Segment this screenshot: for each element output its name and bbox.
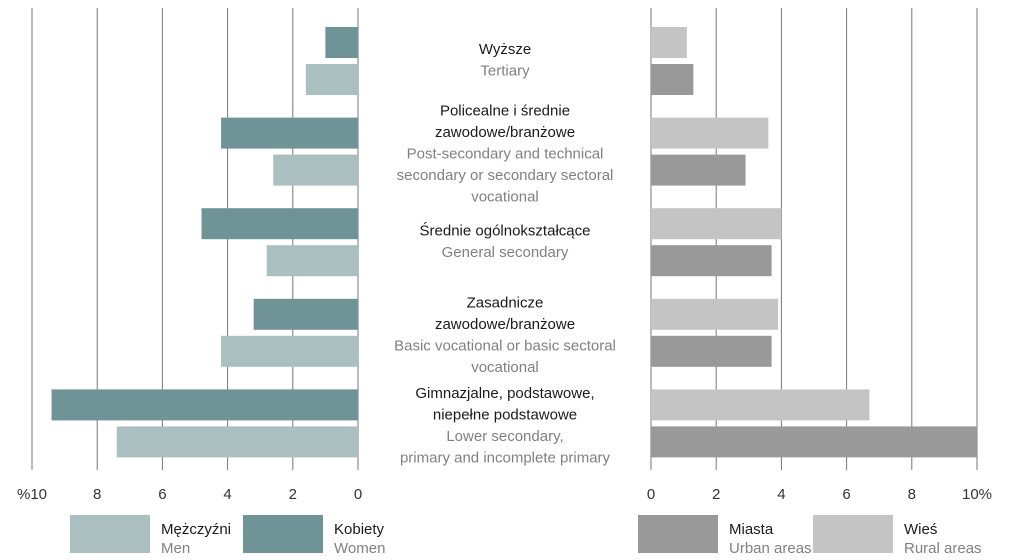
bar	[305, 64, 358, 95]
bar	[266, 245, 358, 277]
category-label-pl: Zasadnicze	[467, 295, 544, 312]
legend-label-en: Men	[161, 540, 190, 557]
category-label-en: vocational	[471, 359, 539, 376]
category-label-en: primary and incomplete primary	[400, 450, 611, 467]
x-tick-label: %10	[17, 486, 47, 503]
bar	[253, 298, 358, 330]
bar	[201, 208, 358, 240]
legend-label: Kobiety	[334, 521, 385, 538]
category-label-en: secondary or secondary sectoral	[397, 167, 614, 184]
bar	[273, 154, 358, 186]
bar	[651, 389, 870, 421]
category-label-pl: niepełne podstawowe	[433, 407, 577, 424]
legend-label-en: Rural areas	[904, 540, 982, 557]
bar	[221, 335, 358, 367]
bar	[116, 426, 358, 458]
x-tick-label: 0	[354, 486, 362, 503]
legend-swatch	[243, 515, 323, 553]
bar	[651, 298, 779, 330]
bar	[651, 117, 769, 149]
x-tick-label: 8	[93, 486, 101, 503]
category-label-en: Basic vocational or basic sectoral	[394, 338, 616, 355]
legend-label: Miasta	[729, 521, 774, 538]
category-label-pl: zawodowe/branżowe	[435, 124, 575, 141]
bar	[221, 117, 358, 149]
bar	[651, 426, 977, 458]
legend-label: Wieś	[904, 521, 937, 538]
x-tick-label: 10%	[962, 486, 992, 503]
category-label-pl: Wyższe	[479, 41, 531, 58]
category-label-en: vocational	[471, 189, 539, 206]
x-tick-label: 4	[223, 486, 231, 503]
bar	[651, 27, 687, 58]
bar	[651, 208, 782, 240]
legend-swatch	[638, 515, 718, 553]
x-tick-label: 0	[647, 486, 655, 503]
x-tick-label: 2	[712, 486, 720, 503]
category-label-en: General secondary	[442, 244, 569, 261]
bar	[651, 245, 772, 277]
category-label-pl: zawodowe/branżowe	[435, 316, 575, 333]
category-label-en: Post-secondary and technical	[407, 146, 604, 163]
bar	[651, 154, 746, 186]
legend-label-en: Women	[334, 540, 385, 557]
category-label-pl: Gimnazjalne, podstawowe,	[415, 385, 594, 402]
bar	[651, 335, 772, 367]
bar	[651, 64, 694, 95]
x-tick-label: 8	[908, 486, 916, 503]
x-tick-label: 6	[158, 486, 166, 503]
category-label-en: Lower secondary,	[446, 428, 563, 445]
x-tick-label: 4	[777, 486, 785, 503]
category-label-en: Tertiary	[480, 63, 530, 80]
bar	[51, 389, 359, 421]
bar	[325, 27, 358, 58]
legend-label: Mężczyźni	[161, 521, 231, 538]
x-tick-label: 6	[842, 486, 850, 503]
legend-swatch	[813, 515, 893, 553]
category-label-pl: Policealne i średnie	[440, 103, 570, 120]
legend-label-en: Urban areas	[729, 540, 812, 557]
category-label-pl: Średnie ogólnokształcące	[420, 221, 591, 239]
legend-swatch	[70, 515, 150, 553]
x-tick-label: 2	[289, 486, 297, 503]
